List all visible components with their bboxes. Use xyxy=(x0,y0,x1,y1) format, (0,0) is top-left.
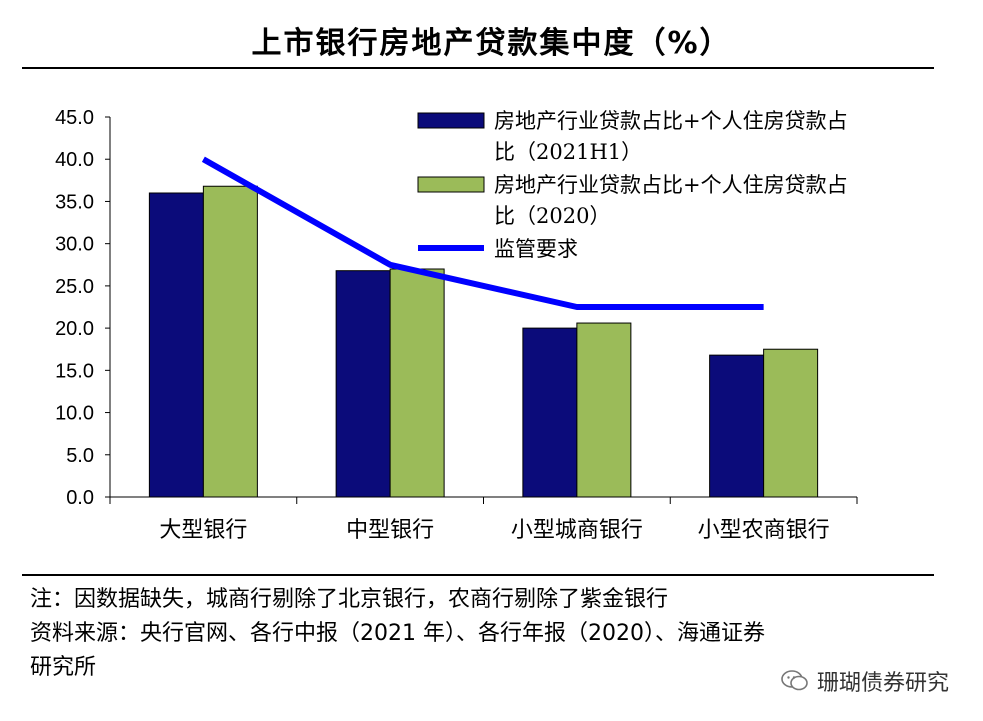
note-text: 注：因数据缺失，城商行剔除了北京银行，农商行剔除了紫金银行 xyxy=(30,587,669,612)
x-category-label: 小型农商银行 xyxy=(698,518,830,543)
watermark-text: 珊瑚债券研究 xyxy=(816,671,949,696)
y-tick-label: 5.0 xyxy=(66,445,94,467)
x-category-label: 中型银行 xyxy=(346,518,434,543)
legend-swatch-2021h1 xyxy=(417,112,485,129)
x-category-label: 大型银行 xyxy=(159,518,247,543)
y-tick-label: 40.0 xyxy=(55,149,94,171)
bar-2021h1 xyxy=(148,192,204,498)
bar-2021h1 xyxy=(335,270,391,498)
y-tick-label: 10.0 xyxy=(55,403,94,425)
bar-2020 xyxy=(389,268,445,498)
source-text-cont: 研究所 xyxy=(30,655,97,680)
bar-2020 xyxy=(202,185,258,498)
bar-line-chart: 0.0 5.0 10.0 15.0 20.0 25.0 30.0 35.0 40.0 45.0 大型… xyxy=(55,107,858,543)
y-tick-label: 25.0 xyxy=(55,276,94,298)
y-tick-label: 15.0 xyxy=(55,360,94,382)
bottom-divider xyxy=(22,574,934,576)
y-tick-label: 30.0 xyxy=(55,234,94,256)
legend-label: 监管要求 xyxy=(494,237,578,261)
regulatory-line xyxy=(201,156,764,310)
watermark: 珊瑚债券研究 xyxy=(781,665,949,697)
y-tick-label: 35.0 xyxy=(55,191,94,213)
x-category-label: 小型城商银行 xyxy=(511,518,643,543)
y-tick-label: 0.0 xyxy=(66,487,94,509)
page-title: 上市银行房地产贷款集中度（%） xyxy=(251,26,732,61)
bar-2020 xyxy=(763,348,819,498)
top-divider xyxy=(22,67,934,69)
source-text: 资料来源：央行官网、各行中报（2021 年）、各行年报（2020）、海通证券 xyxy=(30,621,765,646)
y-tick-label: 20.0 xyxy=(55,318,94,340)
wechat-icon xyxy=(781,670,808,691)
chart-notes: 注：因数据缺失，城商行剔除了北京银行，农商行剔除了紫金银行 资料来源：央行官网、… xyxy=(30,583,930,685)
legend-label: 房地产行业贷款占比+个人住房贷款占 xyxy=(494,109,848,133)
legend-label: 房地产行业贷款占比+个人住房贷款占 xyxy=(494,173,848,197)
legend-swatch-2020 xyxy=(417,176,485,193)
bar-2021h1 xyxy=(709,354,765,498)
legend-label-cont: 比（2021H1） xyxy=(494,140,642,164)
bar-2021h1 xyxy=(522,327,578,498)
legend-label-cont: 比（2020） xyxy=(494,204,610,228)
y-tick-label: 45.0 xyxy=(55,107,94,129)
bar-2020 xyxy=(576,322,632,498)
